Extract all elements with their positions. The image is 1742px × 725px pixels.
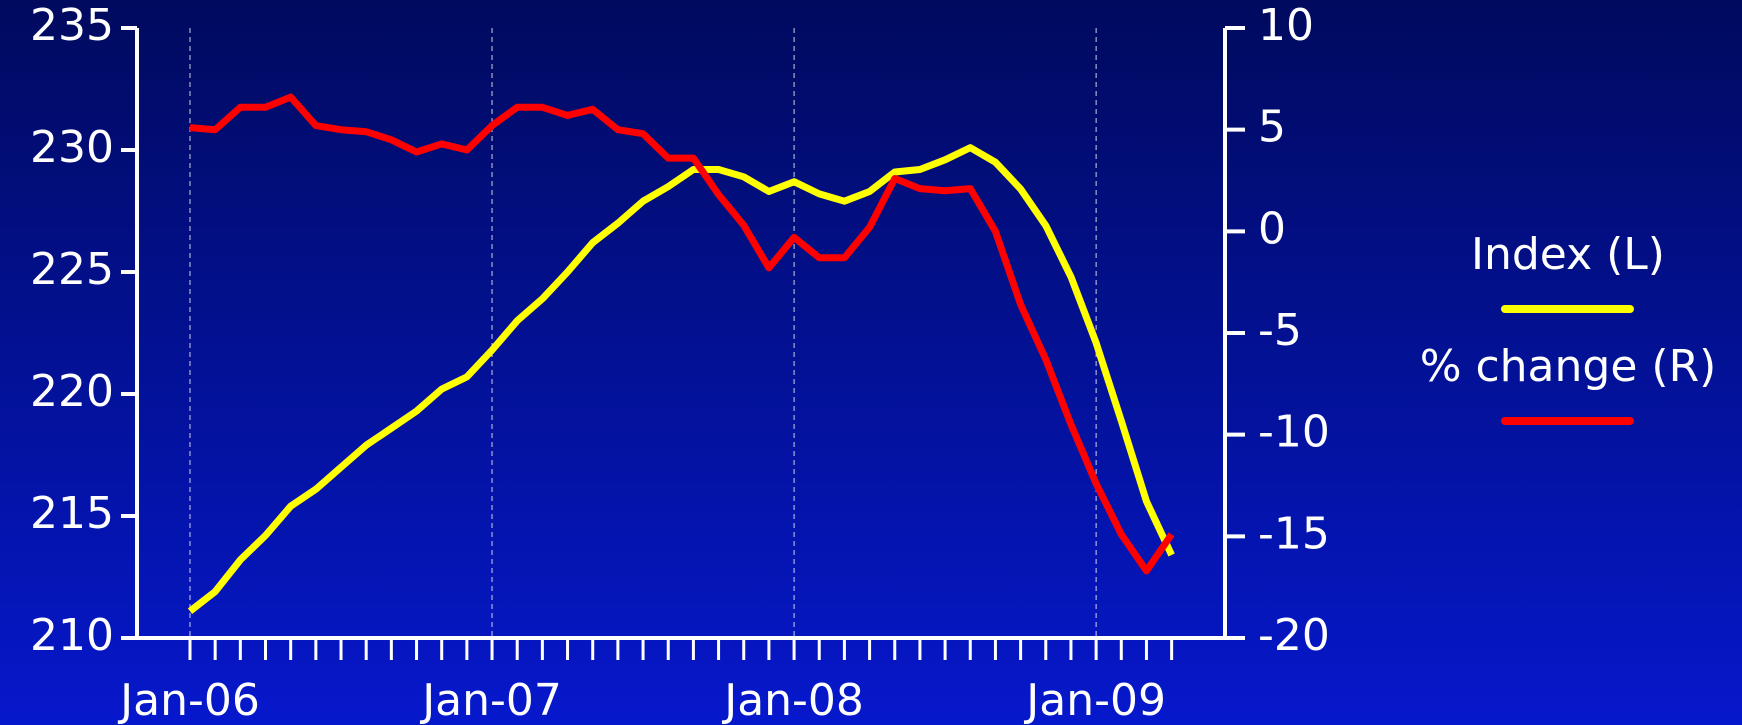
y2-tick-label: -15: [1258, 508, 1330, 559]
x-tick-label: Jan-09: [1023, 675, 1166, 725]
x-tick-label: Jan-06: [117, 675, 260, 725]
y-tick-label: 230: [30, 122, 114, 173]
y-tick-label: 225: [30, 244, 114, 295]
y-tick-label: 215: [30, 488, 114, 539]
y2-tick-label: -20: [1258, 610, 1330, 661]
y-tick-label: 220: [30, 366, 114, 417]
y2-tick-label: 10: [1258, 0, 1314, 51]
line-series: [187, 144, 1175, 614]
y2-tick-label: 0: [1258, 203, 1286, 254]
legend-label: Index (L): [1471, 229, 1665, 280]
y2-tick-label: -5: [1258, 305, 1302, 356]
x-tick-label: Jan-07: [419, 675, 562, 725]
legend-label: % change (R): [1420, 341, 1717, 392]
y2-tick-label: 5: [1258, 102, 1286, 153]
y-tick-label: 235: [30, 0, 114, 51]
x-tick-label: Jan-08: [721, 675, 864, 725]
y-tick-label: 210: [30, 610, 114, 661]
line-series: [189, 93, 1175, 575]
y2-tick-label: -10: [1258, 407, 1330, 458]
